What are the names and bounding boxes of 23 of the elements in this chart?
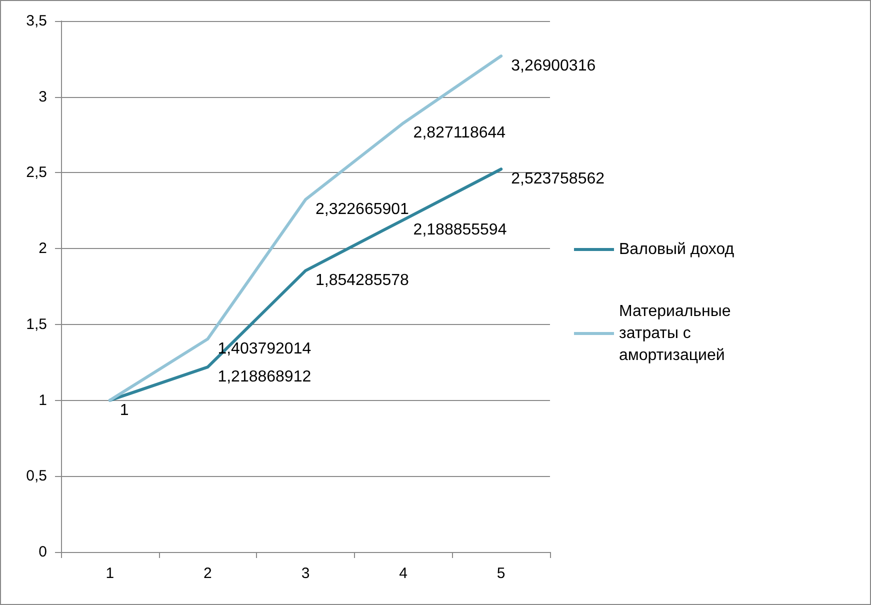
y-tick-label: 0,5 (26, 468, 47, 485)
data-label: 2,322665901 (316, 201, 410, 218)
data-label: 2,827118644 (413, 124, 506, 142)
data-label: 2,188855594 (413, 221, 507, 238)
data-label: 1,854285578 (316, 272, 410, 290)
y-tick-label: 0 (38, 544, 47, 560)
y-tick-label: 1,5 (26, 316, 47, 333)
x-tick-label: 3 (301, 565, 310, 582)
legend-label: Валовый доход (619, 241, 735, 258)
y-tick-label: 1 (38, 392, 47, 409)
x-tick-label: 2 (204, 565, 212, 582)
y-tick-label: 3 (38, 88, 47, 106)
y-tick-label: 2,5 (26, 164, 47, 182)
data-label: 1,218868912 (218, 368, 312, 386)
y-tick-label: 3,5 (26, 12, 47, 30)
data-label: 2,523758562 (511, 170, 605, 188)
x-tick-label: 5 (496, 565, 506, 582)
x-tick-label: 4 (399, 565, 408, 582)
y-tick-label: 2 (38, 240, 47, 258)
legend-label: Материальные затраты с амортизацией (619, 303, 736, 364)
x-tick-label: 1 (106, 565, 114, 582)
data-label: 3,26900316 (511, 58, 596, 75)
data-label: 1 (120, 402, 129, 419)
